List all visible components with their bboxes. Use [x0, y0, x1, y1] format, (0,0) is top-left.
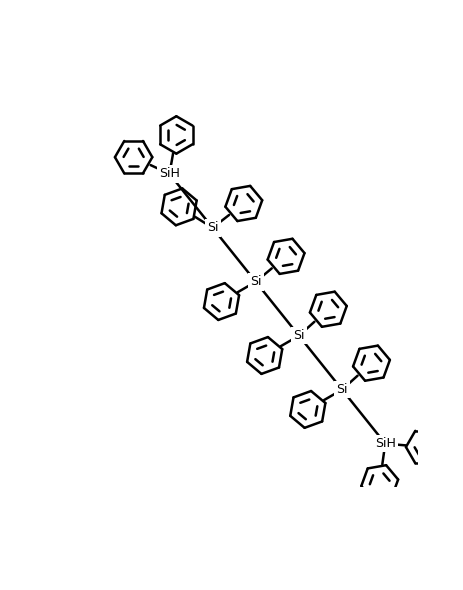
Text: Si: Si	[293, 329, 304, 342]
Text: Si: Si	[250, 276, 261, 289]
Text: Si: Si	[336, 383, 347, 396]
Text: SiH: SiH	[374, 437, 395, 450]
Text: SiH: SiH	[159, 168, 180, 181]
Text: Si: Si	[206, 221, 218, 234]
